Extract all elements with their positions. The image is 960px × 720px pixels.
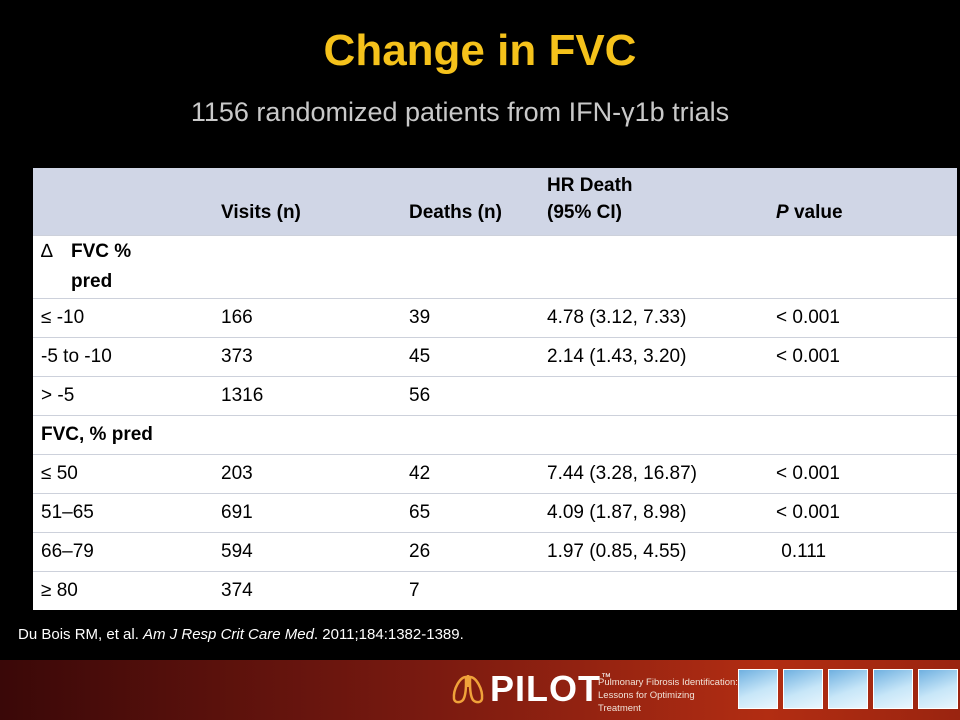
visits-cell: 166 <box>221 306 253 328</box>
hr-cell: 1.97 (0.85, 4.55) <box>547 540 687 562</box>
slide-subtitle: 1156 randomized patients from IFN-γ1b tr… <box>190 97 730 127</box>
header-pvalue: P value <box>768 168 957 235</box>
hr-cell: 4.09 (1.87, 8.98) <box>547 501 687 523</box>
sky-image <box>783 669 823 709</box>
header-hr-line2: (95% CI) <box>547 201 622 223</box>
logo-text: PILOT <box>490 668 601 709</box>
table-row: > -5 1316 56 <box>33 376 957 415</box>
pvalue-cell: 0.111 <box>776 540 827 562</box>
empty-cell <box>401 235 539 298</box>
row-label: -5 to -10 <box>41 345 112 367</box>
empty-cell <box>539 235 768 298</box>
table-row: -5 to -10 373 45 2.14 (1.43, 3.20) < 0.0… <box>33 337 957 376</box>
deaths-cell: 65 <box>409 501 431 523</box>
citation-journal: Am J Resp Crit Care Med <box>143 626 314 643</box>
row-label: ≤ -10 <box>41 306 85 328</box>
pvalue-cell: < 0.001 <box>776 345 840 367</box>
hr-cell: 7.44 (3.28, 16.87) <box>547 462 697 484</box>
group-label-fvc-pred: FVC, % pred <box>41 423 153 445</box>
slide-title: Change in FVC <box>323 26 637 75</box>
deaths-cell: 7 <box>409 579 420 601</box>
table-row: 51–65 691 65 4.09 (1.87, 8.98) < 0.001 <box>33 493 957 532</box>
deaths-cell: 45 <box>409 345 431 367</box>
hr-cell: 4.78 (3.12, 7.33) <box>547 306 687 328</box>
delta-icon: ∆ <box>41 240 53 262</box>
header-value-text: value <box>788 201 843 223</box>
pvalue-cell <box>768 571 957 610</box>
deaths-cell: 26 <box>409 540 431 562</box>
delta-fvc-label: ∆ FVC % pred <box>41 237 213 297</box>
header-empty <box>33 168 213 235</box>
row-label: ≤ 50 <box>41 462 78 484</box>
deaths-cell: 42 <box>409 462 431 484</box>
group-row-fvc-pred: FVC, % pred <box>33 415 957 454</box>
data-table-container: Visits (n) Deaths (n) HR Death (95% CI) … <box>33 168 957 610</box>
header-visits: Visits (n) <box>221 201 301 223</box>
visits-cell: 203 <box>221 462 253 484</box>
tagline: Pulmonary Fibrosis Identification: Lesso… <box>598 676 738 715</box>
sky-image-tiles <box>738 669 958 709</box>
tagline-line1: Pulmonary Fibrosis Identification: <box>598 677 738 688</box>
hr-cell <box>539 571 768 610</box>
citation-authors: Du Bois RM, et al. <box>18 626 144 643</box>
citation: Du Bois RM, et al. Am J Resp Crit Care M… <box>18 626 464 643</box>
empty-cell <box>213 235 401 298</box>
header-p-italic: P <box>776 201 789 223</box>
sky-image <box>828 669 868 709</box>
hr-cell: 2.14 (1.43, 3.20) <box>547 345 687 367</box>
header-hr: HR Death (95% CI) <box>539 168 768 235</box>
sky-image <box>873 669 913 709</box>
visits-cell: 1316 <box>221 384 264 406</box>
row-label: ≥ 80 <box>41 579 78 601</box>
pvalue-cell: < 0.001 <box>776 462 840 484</box>
pvalue-cell: < 0.001 <box>776 306 840 328</box>
empty-cell <box>768 235 957 298</box>
citation-details: . 2011;184:1382-1389. <box>313 626 464 643</box>
header-hr-line1: HR Death <box>547 174 633 196</box>
hr-cell <box>539 376 768 415</box>
delta-fvc-line2: pred <box>71 270 113 292</box>
table-header-row: Visits (n) Deaths (n) HR Death (95% CI) … <box>33 168 957 235</box>
pvalue-cell <box>768 376 957 415</box>
row-label: 51–65 <box>41 501 94 523</box>
fvc-hr-table: Visits (n) Deaths (n) HR Death (95% CI) … <box>33 168 957 610</box>
table-row: 66–79 594 26 1.97 (0.85, 4.55) 0.111 <box>33 532 957 571</box>
table-row: ≤ -10 166 39 4.78 (3.12, 7.33) < 0.001 <box>33 298 957 337</box>
visits-cell: 691 <box>221 501 253 523</box>
table-row: ≤ 50 203 42 7.44 (3.28, 16.87) < 0.001 <box>33 454 957 493</box>
visits-cell: 374 <box>221 579 253 601</box>
visits-cell: 594 <box>221 540 253 562</box>
delta-fvc-line1: FVC % <box>71 240 132 262</box>
deaths-cell: 56 <box>409 384 431 406</box>
lungs-icon <box>452 675 484 704</box>
group-row-delta-fvc: ∆ FVC % pred <box>33 235 957 298</box>
row-label: > -5 <box>41 384 75 406</box>
visits-cell: 373 <box>221 345 253 367</box>
delta-fvc-text: FVC % pred <box>71 237 131 297</box>
header-deaths: Deaths (n) <box>409 201 502 223</box>
tagline-line2: Lessons for Optimizing Treatment <box>598 690 695 714</box>
deaths-cell: 39 <box>409 306 431 328</box>
pvalue-cell: < 0.001 <box>776 501 840 523</box>
sky-image <box>738 669 778 709</box>
group-label-cell: ∆ FVC % pred <box>33 235 213 298</box>
table-row: ≥ 80 374 7 <box>33 571 957 610</box>
pilot-logo: PILOT ™ <box>450 668 612 710</box>
logo-trademark: ™ <box>601 672 612 683</box>
row-label: 66–79 <box>41 540 94 562</box>
sky-image <box>918 669 958 709</box>
